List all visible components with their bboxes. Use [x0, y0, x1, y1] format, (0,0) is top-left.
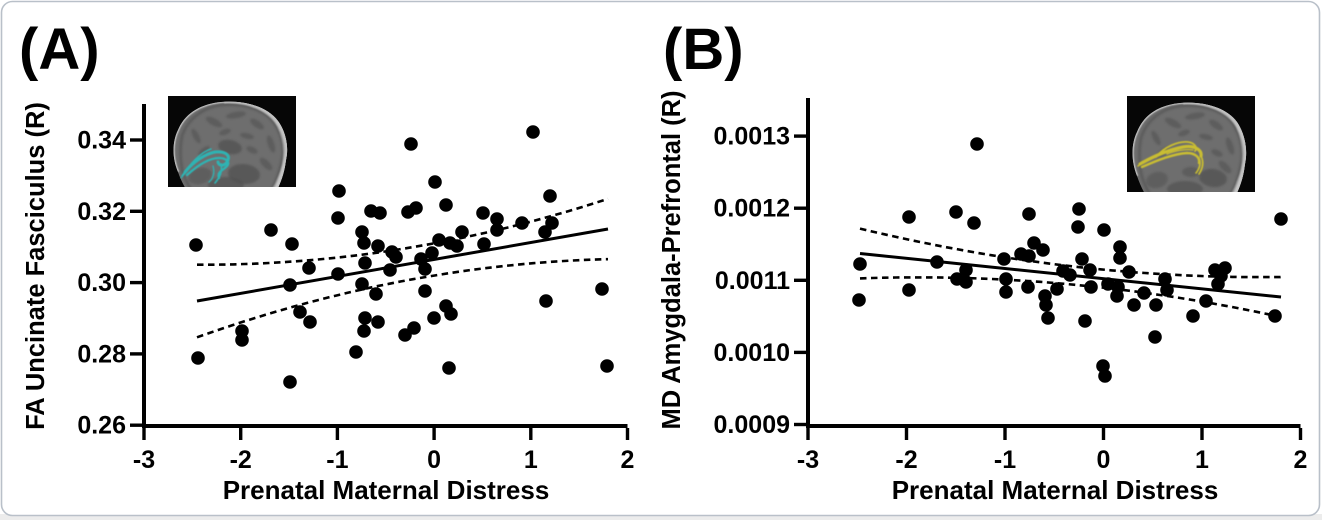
svg-text:0.28: 0.28 — [77, 340, 126, 368]
svg-text:2: 2 — [1294, 446, 1308, 474]
svg-text:0: 0 — [1097, 446, 1111, 474]
svg-text:-3: -3 — [133, 446, 155, 474]
svg-text:MD Amygdala-Prefrontal (R): MD Amygdala-Prefrontal (R) — [658, 90, 686, 429]
svg-text:0.32: 0.32 — [77, 198, 126, 226]
svg-text:0.30: 0.30 — [77, 269, 126, 297]
svg-text:-1: -1 — [994, 446, 1016, 474]
svg-text:-2: -2 — [230, 446, 252, 474]
svg-text:(B): (B) — [663, 17, 744, 82]
svg-text:-3: -3 — [797, 446, 819, 474]
svg-text:0.0011: 0.0011 — [715, 267, 790, 295]
svg-text:0.0013: 0.0013 — [714, 123, 790, 151]
svg-text:0.0012: 0.0012 — [714, 195, 790, 223]
svg-text:-2: -2 — [895, 446, 917, 474]
svg-text:0.26: 0.26 — [77, 412, 126, 440]
svg-text:Prenatal Maternal Distress: Prenatal Maternal Distress — [892, 475, 1219, 505]
svg-text:(A): (A) — [19, 17, 100, 82]
svg-text:Prenatal Maternal Distress: Prenatal Maternal Distress — [223, 475, 550, 505]
svg-text:0: 0 — [427, 446, 441, 474]
svg-text:0.0009: 0.0009 — [714, 411, 790, 439]
svg-text:FA Uncinate Fasciculus (R): FA Uncinate Fasciculus (R) — [22, 102, 50, 430]
svg-text:1: 1 — [1195, 446, 1209, 474]
svg-text:0.0010: 0.0010 — [714, 339, 790, 367]
svg-text:0.34: 0.34 — [77, 127, 126, 155]
svg-text:-1: -1 — [326, 446, 348, 474]
svg-text:1: 1 — [524, 446, 538, 474]
svg-text:2: 2 — [621, 446, 635, 474]
